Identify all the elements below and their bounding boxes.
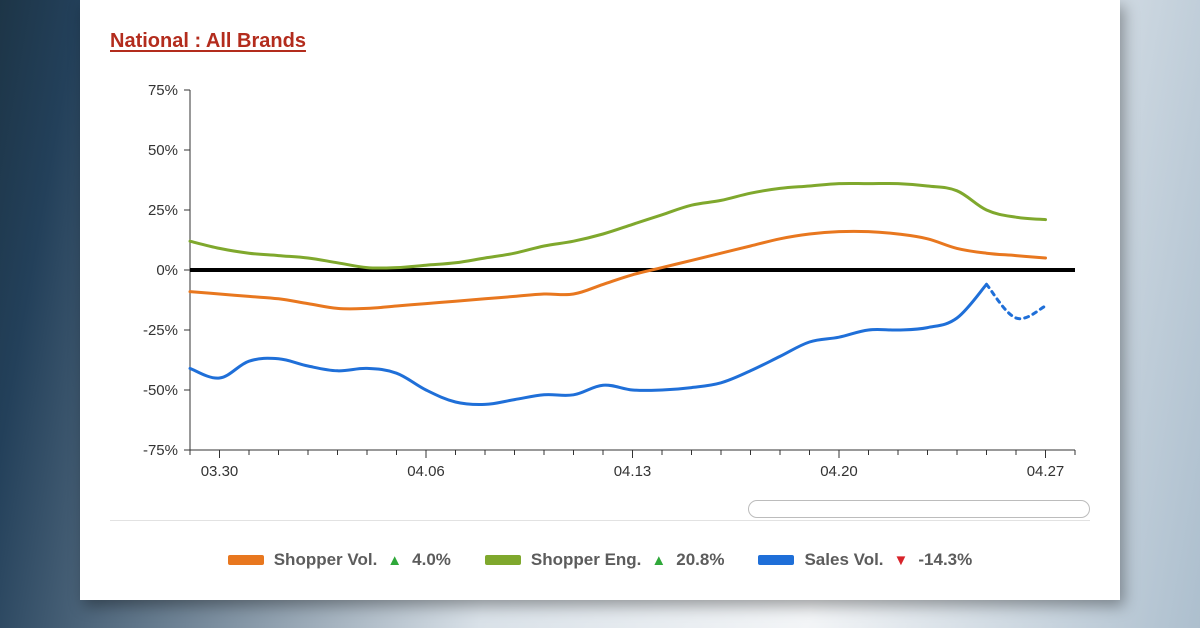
trend-up-icon: ▲	[387, 553, 402, 568]
legend-swatch	[758, 555, 794, 565]
legend-change-value: -14.3%	[918, 550, 972, 570]
trend-down-icon: ▼	[894, 553, 909, 568]
y-tick-label: 75%	[148, 82, 178, 99]
y-tick-label: -75%	[143, 442, 178, 459]
legend-divider	[110, 520, 1090, 521]
y-tick-label: 25%	[148, 202, 178, 219]
legend-label: Shopper Vol.	[274, 550, 378, 570]
legend-change-value: 20.8%	[676, 550, 724, 570]
line-chart: -75% -50% -25% 0% 25% 50% 75% 03.30 04.06 04.13 04…	[110, 70, 1090, 500]
range-scrollbar[interactable]	[748, 500, 1090, 518]
legend-label: Sales Vol.	[804, 550, 883, 570]
chart-legend: Shopper Vol. ▲ 4.0% Shopper Eng. ▲ 20.8% Sales…	[110, 540, 1090, 580]
chart-title: National : All Brands	[110, 30, 306, 53]
x-tick-label: 03.30	[201, 463, 239, 480]
x-tick-label: 04.27	[1027, 463, 1065, 480]
series-sales_vol-projection	[987, 284, 1046, 318]
chart-card: National : All Brands -75% -50% -25% 0% 25% 5…	[80, 0, 1120, 600]
legend-swatch	[485, 555, 521, 565]
x-tick-label: 04.13	[614, 463, 652, 480]
x-tick-label: 04.06	[407, 463, 445, 480]
legend-swatch	[228, 555, 264, 565]
y-tick-label: 0%	[156, 262, 178, 279]
chart-area: -75% -50% -25% 0% 25% 50% 75% 03.30 04.06 04.13 04…	[110, 70, 1090, 500]
trend-up-icon: ▲	[651, 553, 666, 568]
legend-item-shopper_eng[interactable]: Shopper Eng. ▲ 20.8%	[485, 550, 725, 570]
y-tick-label: 50%	[148, 142, 178, 159]
legend-label: Shopper Eng.	[531, 550, 642, 570]
series-shopper_eng	[190, 183, 1046, 268]
x-tick-label: 04.20	[820, 463, 858, 480]
y-tick-label: -50%	[143, 382, 178, 399]
legend-item-shopper_vol[interactable]: Shopper Vol. ▲ 4.0%	[228, 550, 451, 570]
legend-item-sales_vol[interactable]: Sales Vol. ▼ -14.3%	[758, 550, 972, 570]
legend-change-value: 4.0%	[412, 550, 451, 570]
y-tick-label: -25%	[143, 322, 178, 339]
